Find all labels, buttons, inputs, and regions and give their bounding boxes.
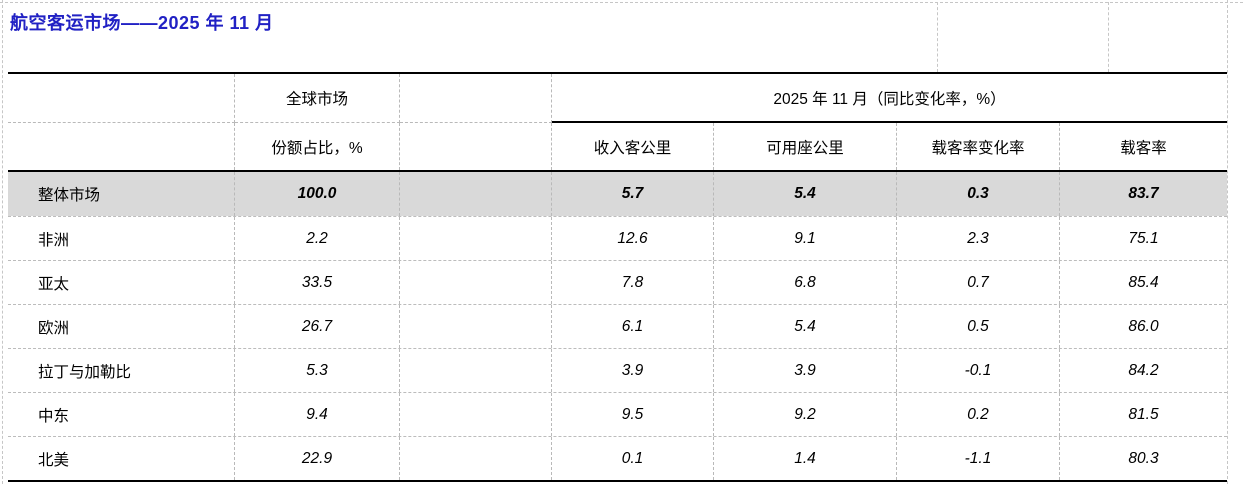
rpk-value: 0.1 [552, 437, 714, 480]
blank-cell [400, 217, 552, 260]
blank-cell [400, 305, 552, 348]
region-label: 拉丁与加勒比 [8, 349, 235, 392]
plf-value: 83.7 [1128, 185, 1159, 202]
header-blank-cell [400, 74, 552, 123]
plf-change-value: -1.1 [897, 437, 1060, 480]
plf-value: 86.0 [1128, 317, 1159, 335]
ask-value: 5.4 [714, 305, 897, 348]
ask-value: 9.1 [714, 217, 897, 260]
region-label: 北美 [8, 437, 235, 480]
table-row-europe: 欧洲 26.7 6.1 5.4 0.5 86.0 [8, 304, 1227, 348]
plf-value: 84.2 [1128, 361, 1159, 379]
header-blank-cell [8, 74, 235, 123]
blank-cell [400, 172, 552, 216]
ask-value: 1.4 [714, 437, 897, 480]
ask-value: 9.2 [714, 393, 897, 436]
share-value: 100.0 [235, 172, 400, 216]
share-value: 2.2 [235, 217, 400, 260]
header-blank-cell [8, 123, 235, 170]
page-title: 航空客运市场——2025 年 11 月 [10, 13, 274, 33]
rpk-value: 9.5 [552, 393, 714, 436]
table-row-latin-caribbean: 拉丁与加勒比 5.3 3.9 3.9 -0.1 84.2 [8, 348, 1227, 392]
region-label: 亚太 [8, 261, 235, 304]
plf-change-value: -0.1 [897, 349, 1060, 392]
page-break-guide-right [1227, 0, 1228, 484]
header-share-label: 份额占比，% [235, 123, 400, 170]
ask-value: 5.4 [714, 172, 897, 216]
header-metric-ask: 可用座公里 [714, 123, 897, 170]
page-break-guide-col-1 [937, 2, 938, 72]
rpk-value: 6.1 [552, 305, 714, 348]
plf-value: 80.3 [1128, 449, 1159, 467]
share-value: 9.4 [235, 393, 400, 436]
blank-cell [400, 437, 552, 480]
table-row-africa: 非洲 2.2 12.6 9.1 2.3 75.1 [8, 216, 1227, 260]
table-header-metrics-row: 份额占比，% 收入客公里 可用座公里 载客率变化率 载客率 [8, 123, 1227, 172]
plf-value: 75.1 [1128, 229, 1159, 247]
plf-change-value: 0.2 [897, 393, 1060, 436]
rpk-value: 5.7 [552, 172, 714, 216]
header-global-market: 全球市场 [235, 74, 400, 123]
rpk-value: 7.8 [552, 261, 714, 304]
ask-value: 6.8 [714, 261, 897, 304]
plf-change-value: 0.7 [897, 261, 1060, 304]
rpk-value: 12.6 [552, 217, 714, 260]
page-break-guide-col-2 [1108, 2, 1109, 72]
region-label: 欧洲 [8, 305, 235, 348]
plf-change-value: 0.3 [897, 172, 1060, 216]
blank-cell [400, 393, 552, 436]
plf-value: 81.5 [1128, 405, 1159, 423]
table-header-group-row: 全球市场 2025 年 11 月（同比变化率，%） [8, 74, 1227, 123]
header-metric-plf-change: 载客率变化率 [897, 123, 1060, 170]
air-passenger-market-table: 全球市场 2025 年 11 月（同比变化率，%） 份额占比，% 收入客公里 可… [8, 72, 1227, 482]
header-blank-cell [400, 123, 552, 170]
header-metric-plf: 载客率 [1120, 139, 1167, 157]
share-value: 5.3 [235, 349, 400, 392]
page-break-guide-top [0, 2, 1243, 3]
plf-change-value: 0.5 [897, 305, 1060, 348]
region-label: 非洲 [8, 217, 235, 260]
plf-value: 85.4 [1128, 273, 1159, 291]
header-period-group: 2025 年 11 月（同比变化率，%） [552, 74, 1227, 123]
share-value: 33.5 [235, 261, 400, 304]
table-row-total-market: 整体市场 100.0 5.7 5.4 0.3 83.7 [8, 172, 1227, 216]
plf-change-value: 2.3 [897, 217, 1060, 260]
header-metric-rpk: 收入客公里 [552, 123, 714, 170]
share-value: 26.7 [235, 305, 400, 348]
page-break-guide-left [2, 0, 3, 484]
share-value: 22.9 [235, 437, 400, 480]
ask-value: 3.9 [714, 349, 897, 392]
table-row-north-america: 北美 22.9 0.1 1.4 -1.1 80.3 [8, 436, 1227, 480]
table-row-middle-east: 中东 9.4 9.5 9.2 0.2 81.5 [8, 392, 1227, 436]
region-label: 中东 [8, 393, 235, 436]
blank-cell [400, 261, 552, 304]
blank-cell [400, 349, 552, 392]
table-row-asia-pacific: 亚太 33.5 7.8 6.8 0.7 85.4 [8, 260, 1227, 304]
region-label: 整体市场 [8, 172, 235, 216]
rpk-value: 3.9 [552, 349, 714, 392]
